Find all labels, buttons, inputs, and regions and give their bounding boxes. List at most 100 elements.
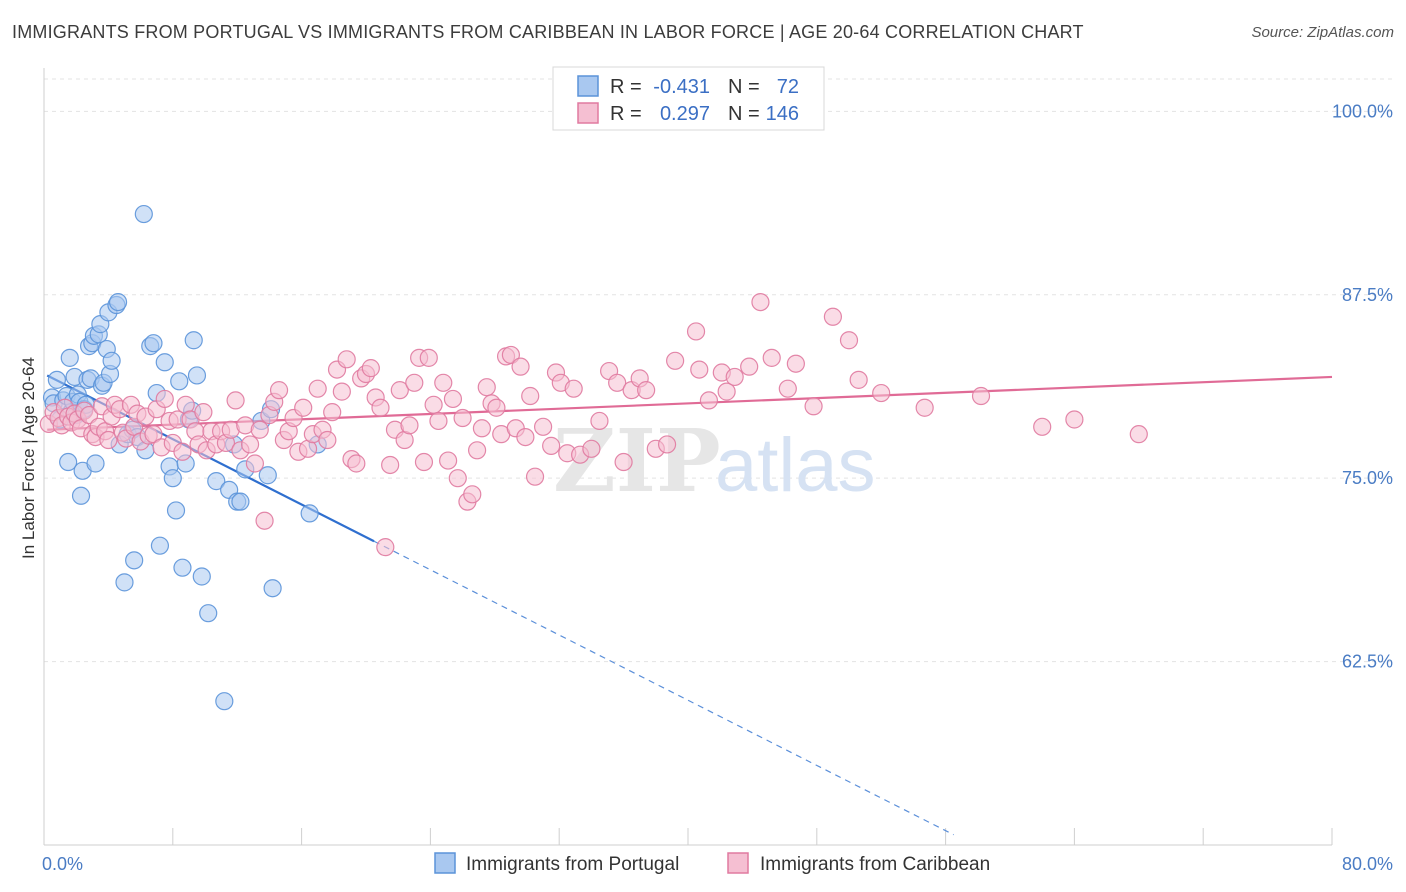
- legend-swatch-portugal: [577, 75, 599, 97]
- point-caribbean: [240, 435, 260, 454]
- legend-r-value-caribbean: 0.297: [660, 103, 710, 125]
- point-caribbean: [778, 379, 797, 398]
- legend-r-label-caribbean: R =: [610, 103, 642, 125]
- point-caribbean: [308, 379, 327, 398]
- point-portugal: [173, 558, 192, 577]
- point-caribbean: [250, 420, 269, 439]
- bottom-legend-label-portugal: Immigrants from Portugal: [466, 854, 679, 875]
- point-portugal: [184, 331, 203, 350]
- point-caribbean: [463, 485, 482, 504]
- point-caribbean: [477, 378, 496, 397]
- point-caribbean: [419, 348, 438, 367]
- point-portugal: [59, 452, 78, 472]
- point-caribbean: [1065, 410, 1084, 429]
- point-caribbean: [690, 360, 709, 379]
- point-caribbean: [332, 382, 351, 401]
- data-points: [39, 204, 1148, 711]
- point-caribbean: [79, 405, 99, 425]
- bottom-legend-swatch-caribbean: [727, 852, 749, 874]
- point-caribbean: [582, 439, 601, 458]
- point-caribbean: [590, 411, 609, 431]
- y-tick-label: 87.5%: [1342, 285, 1393, 305]
- point-caribbean: [823, 307, 843, 326]
- point-caribbean: [637, 381, 656, 400]
- point-portugal: [102, 351, 121, 370]
- point-caribbean: [448, 469, 467, 488]
- x-tick-label-max: 80.0%: [1342, 854, 1393, 874]
- point-portugal: [115, 573, 134, 592]
- legend-n-label-caribbean: N =: [728, 103, 760, 125]
- point-caribbean: [400, 416, 419, 435]
- point-portugal: [263, 579, 282, 598]
- point-caribbean: [657, 435, 677, 454]
- point-portugal: [300, 504, 319, 523]
- y-tick-labels: 62.5% 75.0% 87.5% 100.0%: [1332, 101, 1393, 671]
- point-portugal: [134, 204, 153, 224]
- point-caribbean: [849, 370, 868, 389]
- point-caribbean: [323, 403, 342, 422]
- point-caribbean: [725, 367, 744, 387]
- point-caribbean: [786, 354, 805, 373]
- point-caribbean: [390, 381, 409, 400]
- point-caribbean: [717, 382, 736, 401]
- point-caribbean: [318, 430, 337, 450]
- point-portugal: [144, 334, 163, 353]
- legend-n-value-caribbean: 146: [766, 103, 799, 125]
- point-caribbean: [751, 292, 770, 312]
- point-caribbean: [255, 511, 274, 530]
- bottom-legend-label-caribbean: Immigrants from Caribbean: [760, 854, 990, 875]
- point-caribbean: [429, 411, 448, 431]
- point-caribbean: [405, 373, 424, 392]
- point-caribbean: [472, 419, 492, 438]
- point-caribbean: [99, 430, 118, 450]
- point-caribbean: [564, 379, 583, 398]
- point-portugal: [155, 353, 174, 372]
- point-portugal: [258, 466, 277, 485]
- legend-n-value-portugal: 72: [777, 76, 799, 98]
- point-portugal: [231, 492, 250, 511]
- point-caribbean: [542, 436, 561, 455]
- point-caribbean: [915, 398, 934, 417]
- point-portugal: [125, 551, 144, 570]
- point-caribbean: [443, 389, 463, 409]
- point-portugal: [207, 472, 226, 491]
- axes: [43, 68, 1333, 846]
- x-tick-labels: 0.0% 80.0%: [42, 854, 1393, 874]
- point-portugal: [199, 604, 218, 623]
- point-caribbean: [872, 383, 891, 403]
- point-caribbean: [467, 441, 487, 460]
- point-caribbean: [501, 345, 520, 365]
- point-caribbean: [487, 398, 506, 417]
- y-tick-label: 62.5%: [1342, 652, 1393, 672]
- legend-r-label-portugal: R =: [610, 76, 642, 98]
- chart-title: IMMIGRANTS FROM PORTUGAL VS IMMIGRANTS F…: [12, 22, 1084, 42]
- point-caribbean: [839, 331, 859, 350]
- point-portugal: [86, 454, 105, 473]
- point-caribbean: [269, 381, 289, 400]
- point-caribbean: [371, 398, 390, 417]
- point-caribbean: [361, 359, 380, 378]
- point-caribbean: [226, 391, 245, 410]
- point-caribbean: [740, 357, 759, 376]
- point-portugal: [163, 469, 182, 488]
- point-caribbean: [762, 348, 781, 367]
- point-portugal: [71, 486, 91, 505]
- y-tick-label: 75.0%: [1342, 468, 1393, 488]
- point-caribbean: [699, 391, 719, 410]
- point-caribbean: [376, 538, 395, 557]
- point-caribbean: [337, 350, 356, 369]
- point-caribbean: [453, 408, 472, 428]
- point-portugal: [47, 370, 66, 389]
- point-caribbean: [294, 398, 313, 417]
- trend-line-portugal-extrapolated: [373, 540, 954, 836]
- point-caribbean: [434, 373, 453, 392]
- point-caribbean: [525, 467, 545, 486]
- point-portugal: [187, 366, 207, 385]
- bottom-legend: Immigrants from Portugal Immigrants from…: [434, 852, 990, 875]
- point-caribbean: [533, 417, 553, 436]
- point-caribbean: [608, 373, 627, 392]
- point-caribbean: [381, 455, 400, 475]
- legend-swatch-caribbean: [577, 102, 599, 124]
- point-portugal: [60, 348, 79, 367]
